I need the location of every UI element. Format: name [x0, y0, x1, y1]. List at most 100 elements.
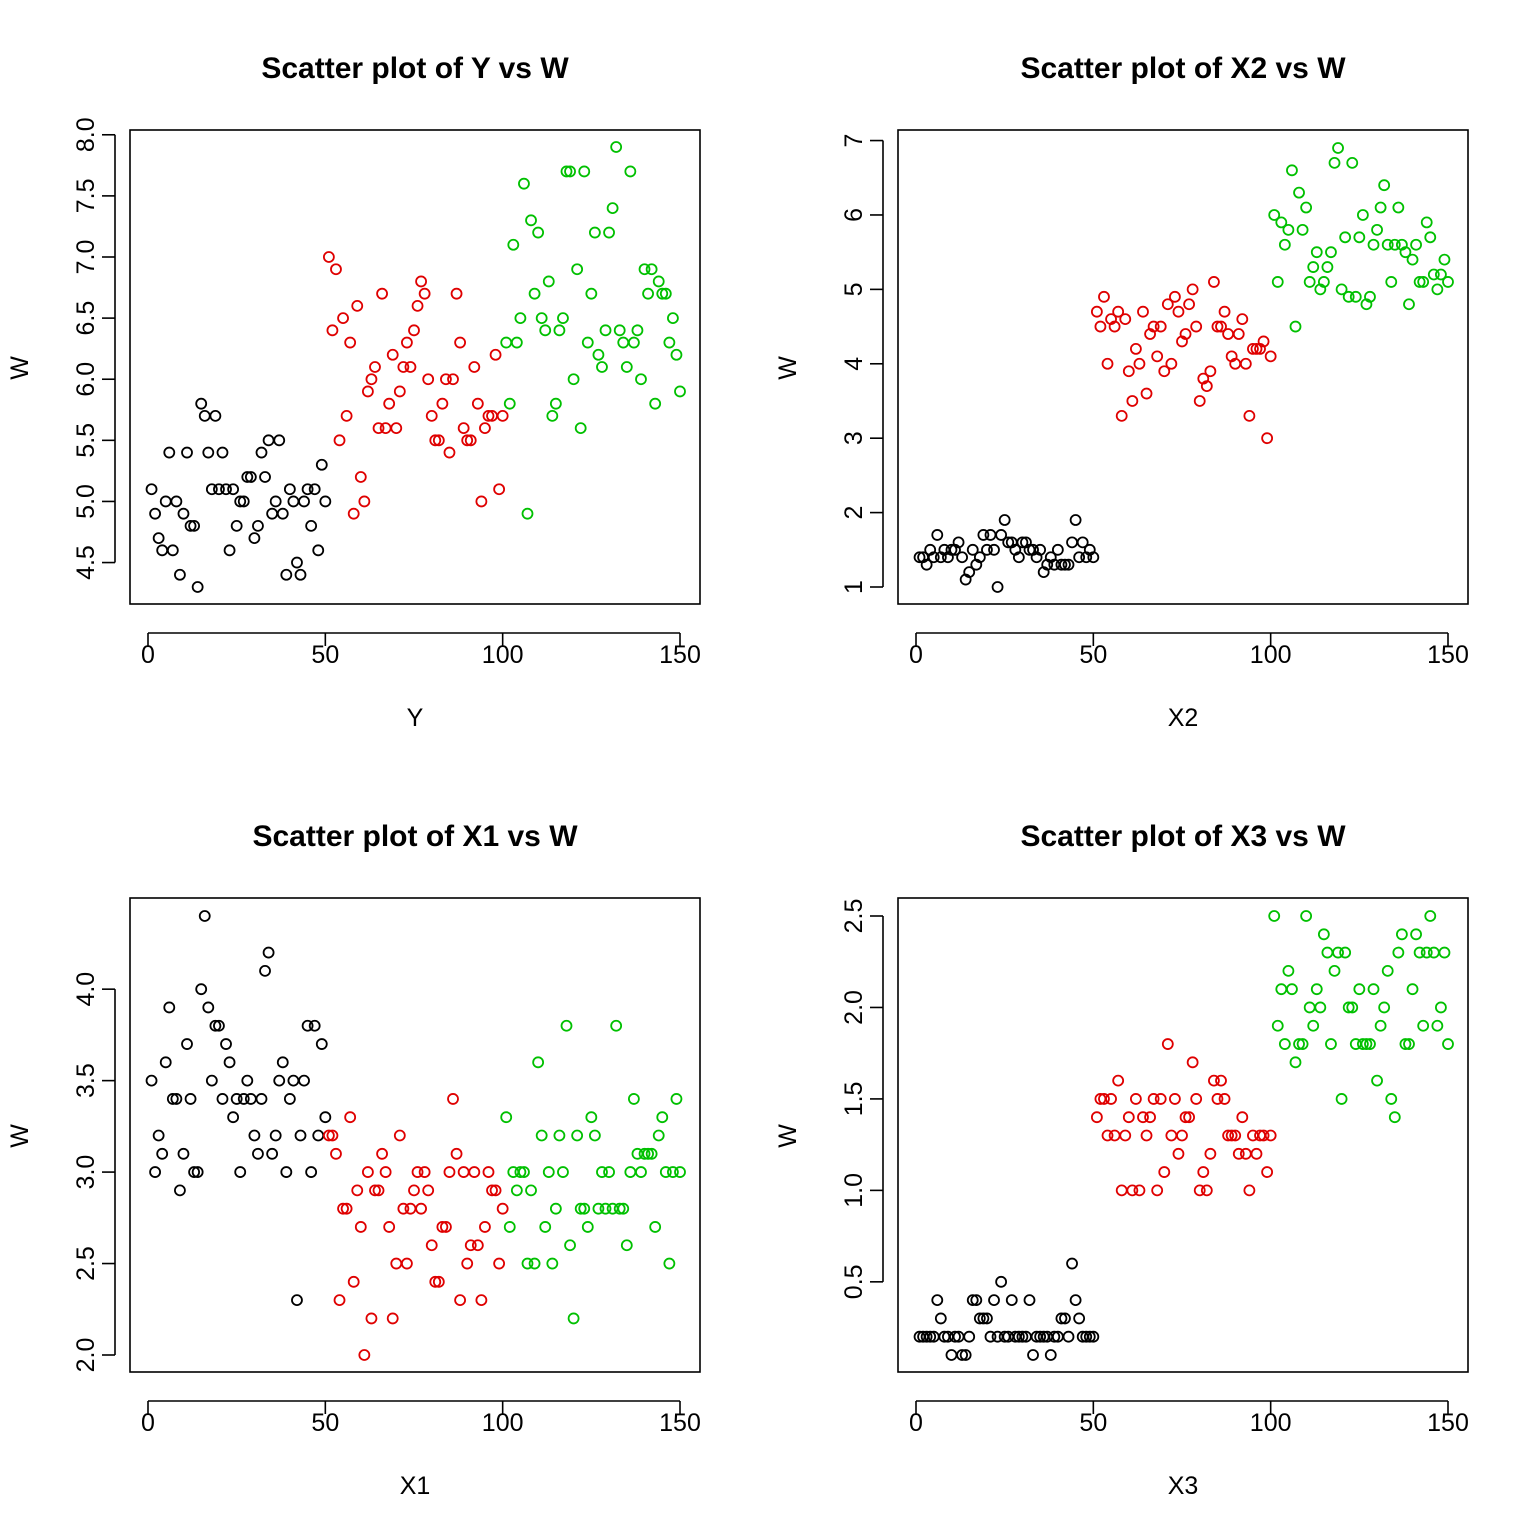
data-point-group-1 — [1027, 1349, 1039, 1361]
data-point-group-3 — [500, 1111, 513, 1124]
panel-x1-vs-w: Scatter plot of X1 vs W X1 W 0 50 100 150 2.… — [6, 820, 701, 1500]
data-point-group-3 — [500, 336, 513, 349]
data-point-group-3 — [1406, 983, 1419, 996]
data-point-group-2 — [383, 1221, 396, 1233]
data-point-group-3 — [1413, 276, 1426, 288]
data-point-group-1 — [276, 1056, 289, 1069]
data-point-group-3 — [1435, 268, 1447, 281]
data-point-group-2 — [379, 1166, 392, 1178]
data-point-group-2 — [326, 1129, 339, 1142]
data-point-group-1 — [1055, 1312, 1068, 1325]
data-point-group-1 — [237, 1093, 250, 1105]
data-point-group-3 — [656, 287, 669, 300]
data-point-group-3 — [507, 238, 520, 251]
data-point-group-2 — [376, 1147, 388, 1160]
data-point-group-3 — [1342, 290, 1355, 303]
data-point-group-1 — [1044, 551, 1057, 564]
data-point-group-3 — [1442, 1038, 1454, 1050]
data-point-group-1 — [1062, 558, 1075, 571]
data-point-group-2 — [461, 434, 474, 447]
data-point-group-1 — [934, 551, 947, 564]
data-point-group-1 — [949, 543, 961, 556]
x-tick-label: 150 — [1427, 1409, 1469, 1437]
data-point-group-2 — [432, 1275, 445, 1288]
data-point-group-1 — [1059, 558, 1071, 571]
data-point-group-2 — [1236, 1111, 1249, 1124]
y-tick-label: 5.5 — [72, 423, 100, 458]
data-point-group-3 — [1438, 253, 1451, 266]
data-point-group-2 — [1186, 283, 1199, 296]
data-point-group-3 — [510, 1184, 523, 1197]
data-point-group-1 — [1069, 1294, 1082, 1307]
data-point-group-1 — [1080, 1330, 1093, 1343]
data-point-group-3 — [1431, 1019, 1444, 1032]
data-point-group-3 — [1410, 928, 1422, 941]
data-point-group-1 — [291, 556, 303, 569]
data-point-group-1 — [259, 964, 271, 977]
data-point-group-1 — [995, 529, 1008, 541]
data-point-group-3 — [1392, 201, 1405, 214]
data-point-group-3 — [588, 1129, 601, 1142]
x-tick-label: 100 — [1250, 641, 1292, 669]
data-point-group-2 — [496, 409, 509, 422]
x-tick-label: 150 — [1427, 641, 1469, 669]
data-point-group-3 — [1353, 983, 1366, 996]
data-point-group-2 — [1204, 1147, 1217, 1160]
data-point-group-2 — [1222, 328, 1235, 340]
data-point-group-1 — [970, 558, 983, 571]
data-point-group-3 — [581, 1221, 594, 1233]
data-point-group-3 — [642, 1147, 654, 1160]
data-point-group-3 — [503, 1221, 516, 1233]
data-point-group-2 — [1204, 365, 1217, 378]
data-point-group-2 — [464, 434, 477, 447]
data-point-group-3 — [1346, 1001, 1359, 1014]
data-point-group-2 — [496, 1202, 509, 1215]
data-point-group-3 — [514, 1166, 527, 1178]
data-point-group-2 — [1250, 342, 1263, 355]
data-point-group-2 — [1179, 328, 1192, 340]
data-point-group-1 — [227, 1111, 240, 1124]
data-point-group-3 — [532, 226, 545, 239]
y-tick-label: 6.5 — [72, 301, 100, 336]
data-point-group-3 — [596, 361, 608, 373]
x-tick-label: 50 — [1079, 641, 1107, 669]
data-point-group-1 — [963, 1330, 976, 1343]
data-point-group-1 — [1037, 566, 1050, 579]
y-tick-label: 6.0 — [72, 362, 100, 397]
data-point-group-3 — [1353, 231, 1366, 244]
data-point-group-1 — [248, 1129, 261, 1142]
data-point-group-2 — [1098, 1093, 1110, 1105]
data-point-group-3 — [1278, 238, 1291, 251]
data-point-group-2 — [450, 287, 463, 300]
data-point-group-1 — [294, 1129, 307, 1142]
data-point-group-3 — [1410, 238, 1422, 251]
data-point-group-3 — [571, 1129, 584, 1142]
data-point-group-1 — [981, 543, 993, 556]
data-point-group-3 — [663, 1257, 676, 1270]
data-point-group-1 — [945, 543, 958, 556]
data-point-group-1 — [259, 471, 271, 483]
data-point-group-1 — [924, 543, 937, 556]
data-point-group-1 — [156, 544, 169, 557]
data-point-group-3 — [620, 1239, 633, 1252]
data-point-group-2 — [1218, 1093, 1231, 1105]
data-point-group-3 — [624, 165, 637, 178]
data-point-group-2 — [386, 348, 399, 361]
data-point-group-2 — [1250, 1147, 1263, 1160]
data-point-group-2 — [450, 1147, 463, 1160]
data-point-group-1 — [266, 1147, 279, 1160]
data-point-group-2 — [1147, 320, 1160, 333]
data-point-group-3 — [1374, 1019, 1387, 1032]
data-point-group-1 — [294, 568, 307, 581]
y-tick-label: 5 — [840, 282, 868, 296]
data-point-group-3 — [663, 336, 676, 349]
data-point-group-1 — [184, 519, 197, 532]
data-point-group-2 — [358, 495, 371, 508]
y-tick-label: 1 — [840, 580, 868, 594]
y-axis-label: W — [774, 1124, 802, 1148]
data-point-group-3 — [1395, 928, 1408, 941]
data-point-group-3 — [659, 287, 672, 300]
data-point-group-1 — [956, 1349, 969, 1361]
data-point-group-2 — [337, 312, 349, 325]
